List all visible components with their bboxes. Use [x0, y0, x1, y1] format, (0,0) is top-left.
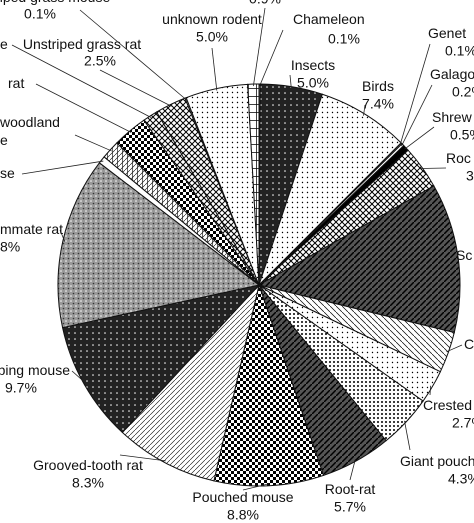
slice-label: Genet: [428, 25, 466, 41]
slice-label: se: [0, 165, 15, 181]
leader-line: [404, 126, 435, 150]
leader-line: [79, 9, 187, 101]
leader-line: [74, 134, 112, 152]
slice-label: Chameleon: [293, 11, 365, 27]
value-label: 9.7%: [5, 380, 37, 396]
slice-label: Pouched mouse: [192, 489, 293, 505]
leader-line: [259, 29, 284, 87]
slice-label: iped grass mouse: [0, 0, 110, 5]
slice-label: mmate rat: [0, 221, 63, 237]
label-line: iped grass mouse: [0, 0, 110, 5]
value-label: 3: [466, 168, 474, 184]
leader-line: [21, 160, 104, 175]
label-line: unknown rodent: [162, 11, 262, 27]
label-line: Sc: [456, 247, 472, 263]
leader-line: [35, 83, 132, 133]
value-label: 4.3%: [448, 471, 474, 487]
slice-label: Giant pouch: [400, 453, 474, 469]
slice-label: Crested: [423, 397, 472, 413]
pie-slice: [121, 283, 260, 482]
leader-line: [363, 104, 366, 116]
slice-label: unknown rodent: [162, 11, 262, 27]
slice-label: Insects: [291, 57, 335, 73]
pie-slice: [61, 284, 261, 434]
value-label: 0.1%: [445, 43, 474, 59]
slice-label: Birds: [362, 78, 394, 94]
value-label: 5.0%: [297, 75, 329, 91]
slice-label: Roc: [446, 150, 471, 166]
pie-slice: [257, 185, 461, 334]
leader-line: [401, 84, 433, 147]
label-line: Unstriped grass rat: [23, 36, 141, 52]
label-line: Crested: [423, 397, 472, 413]
label-line: Shrew: [432, 109, 473, 125]
leader-line: [429, 385, 432, 396]
leader-line: [99, 69, 172, 107]
slice-label: Sc: [456, 247, 472, 263]
slice-label: Grooved-tooth rat: [33, 457, 143, 473]
value-label: 2.7%: [452, 415, 474, 431]
pie-slice: [57, 162, 261, 329]
slice-label: Unstriped grass rat: [23, 36, 141, 52]
label-line: ping mouse: [0, 362, 70, 378]
label-line: e: [0, 36, 8, 52]
slice-label: Galago: [430, 66, 474, 82]
slice-label: e: [0, 36, 8, 52]
label-line: e: [0, 132, 8, 148]
leader-line: [11, 44, 152, 119]
slice-label: Shrew: [432, 109, 473, 125]
value-label: 0.1%: [328, 31, 360, 47]
label-line: Pouched mouse: [192, 489, 293, 505]
value-label: 2.5%: [84, 53, 116, 69]
leader-line: [420, 167, 447, 169]
leader-line: [71, 370, 87, 384]
slice-label: woodland e: [0, 114, 60, 148]
value-label: 5.7%: [334, 499, 366, 515]
value-label: 5.0%: [196, 29, 228, 45]
leader-line: [399, 43, 431, 145]
label-line: Roc: [446, 150, 471, 166]
value-label: 7.4%: [362, 96, 394, 112]
label-line: woodland: [0, 114, 60, 130]
leader-line: [349, 458, 356, 481]
label-line: Chameleon: [293, 11, 365, 27]
value-label: 0.1%: [24, 6, 56, 22]
leader-line: [404, 420, 411, 451]
label-line: rat: [8, 75, 24, 91]
value-label: 0.5%: [450, 127, 474, 143]
value-label: 8.8%: [227, 507, 259, 523]
leader-line: [289, 74, 292, 89]
slice-label: rat: [8, 75, 24, 91]
label-line: mmate rat: [0, 221, 63, 237]
slice-label: Root-rat: [325, 481, 376, 497]
leader-line: [119, 454, 166, 462]
label-line: Galago: [430, 66, 474, 82]
label-line: Genet: [428, 25, 466, 41]
slice-label: C: [464, 336, 474, 352]
slice-label: ping mouse: [0, 362, 70, 378]
leader-line: [252, 7, 266, 87]
leader-line: [211, 47, 218, 91]
leader-line: [446, 344, 463, 353]
label-line: Insects: [291, 57, 335, 73]
leader-line: [59, 229, 66, 242]
label-line: C: [464, 336, 474, 352]
label-line: Giant pouch: [400, 453, 474, 469]
label-line: se: [0, 165, 15, 181]
leader-line: [242, 483, 270, 491]
value-label: 8%: [0, 239, 20, 255]
value-label: 0.9%: [249, 0, 281, 7]
value-label: 0.2%: [452, 84, 474, 100]
label-line: Birds: [362, 78, 394, 94]
pie-slice: [213, 283, 325, 487]
label-line: Grooved-tooth rat: [33, 457, 143, 473]
label-line: Root-rat: [325, 481, 376, 497]
value-label: 8.3%: [72, 475, 104, 491]
